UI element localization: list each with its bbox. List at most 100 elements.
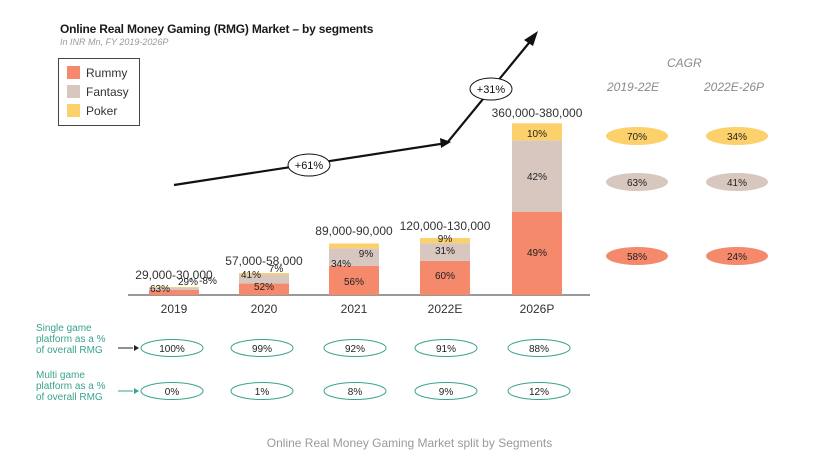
segment-data-label: 63% [150, 284, 170, 295]
platform-value: 8% [348, 387, 363, 398]
bar-2022E-fantasy [420, 243, 470, 261]
segment-data-label: 10% [527, 129, 547, 140]
single-game-label-line: platform as a % [36, 334, 106, 345]
cagr-value: 24% [727, 252, 747, 263]
platform-pill [140, 382, 204, 400]
platform-value: 99% [252, 344, 272, 355]
platform-pill [507, 382, 571, 400]
platform-pill [323, 339, 387, 357]
cagr-value: 41% [727, 178, 747, 189]
bar-2026P-fantasy [512, 140, 562, 212]
segment-data-label: 29% [178, 277, 198, 288]
x-tick-label: 2021 [341, 302, 368, 316]
growth-badge-1 [287, 153, 331, 177]
bar-2019-rummy [149, 289, 199, 295]
multi-game-label-line: platform as a % [36, 381, 106, 392]
cagr-value: 70% [627, 132, 647, 143]
cagr-period-1: 2019-22E [607, 80, 660, 94]
cagr-pill-poker [706, 127, 768, 145]
platform-value: 12% [529, 387, 549, 398]
bar-2026P-rummy [512, 211, 562, 295]
legend-swatch-rummy [67, 66, 80, 79]
cagr-period-2: 2022E-26P [704, 80, 765, 94]
cagr-value: 63% [627, 178, 647, 189]
platform-pill [230, 339, 294, 357]
growth-label-2: +31% [477, 84, 506, 96]
single-game-label-line: of overall RMG [36, 345, 103, 356]
platform-pill [323, 382, 387, 400]
bar-total-label: 29,000-30,000 [135, 268, 213, 282]
single-game-label-line: Single game [36, 323, 92, 334]
legend-item-poker: Poker [67, 103, 118, 118]
segment-data-label: 9% [438, 234, 453, 245]
legend-swatch-fantasy [67, 85, 80, 98]
multi-game-label-line: Multi game [36, 370, 85, 381]
cagr-pill-fantasy [706, 173, 768, 191]
cagr-pill-fantasy [606, 173, 668, 191]
cagr-value: 34% [727, 132, 747, 143]
cagr-pill-poker [606, 127, 668, 145]
arrow-head-icon [524, 31, 538, 46]
row-arrow-head-icon [134, 388, 139, 394]
x-tick-label: 2022E [428, 302, 463, 316]
growth-trend-line [173, 37, 534, 187]
bar-2019-fantasy [149, 287, 199, 290]
bar-total-label: 120,000-130,000 [400, 219, 491, 233]
platform-value: 9% [439, 387, 454, 398]
bar-2021-poker [329, 243, 379, 249]
platform-value: 92% [345, 344, 365, 355]
platform-value: 91% [436, 344, 456, 355]
platform-value: 100% [159, 344, 185, 355]
bar-2026P-poker [512, 123, 562, 141]
legend-label-poker: Poker [86, 103, 118, 118]
bar-2022E-rummy [420, 260, 470, 295]
x-tick-label: 2026P [520, 302, 555, 316]
segment-data-label: 34% [331, 259, 351, 270]
bar-2021-rummy [329, 265, 379, 295]
legend-swatch-poker [67, 104, 80, 117]
cagr-title: CAGR [667, 56, 702, 70]
single-game-label: Single game platform as a % of overall R… [36, 323, 105, 356]
legend-item-rummy: Rummy [67, 65, 128, 80]
multi-game-label: Multi game platform as a % of overall RM… [36, 370, 105, 403]
bar-2019-poker [149, 287, 199, 288]
arrow-head-mid-icon [440, 138, 451, 148]
segment-data-label: 60% [435, 271, 455, 282]
bar-2020-rummy [239, 283, 289, 295]
multi-game-label-line: of overall RMG [36, 392, 103, 403]
chart-subtitle: In INR Mn, FY 2019-2026P [60, 37, 169, 47]
legend-item-fantasy: Fantasy [67, 84, 129, 99]
segment-data-label: 52% [254, 282, 274, 293]
segment-data-label: 42% [527, 172, 547, 183]
bar-total-label: 57,000-58,000 [225, 254, 303, 268]
platform-value: 88% [529, 344, 549, 355]
platform-pill [230, 382, 294, 400]
growth-badge-2 [469, 77, 513, 101]
figure-caption: Online Real Money Gaming Market split by… [266, 436, 553, 450]
platform-value: 0% [165, 387, 180, 398]
platform-pill [414, 382, 478, 400]
bar-2022E-poker [420, 238, 470, 244]
segment-data-label: -8% [199, 276, 217, 287]
bar-total-label: 360,000-380,000 [492, 106, 583, 120]
x-tick-label: 2020 [251, 302, 278, 316]
x-tick-label: 2019 [161, 302, 188, 316]
segment-data-label: 31% [435, 246, 455, 257]
platform-value: 1% [255, 387, 270, 398]
cagr-pill-rummy [606, 247, 668, 265]
legend-label-rummy: Rummy [86, 65, 128, 80]
platform-pill [414, 339, 478, 357]
bar-2021-fantasy [329, 248, 379, 266]
bar-2020-poker [239, 273, 289, 275]
segment-data-label: 7% [269, 264, 284, 275]
bar-2020-fantasy [239, 274, 289, 284]
bar-total-label: 89,000-90,000 [315, 224, 393, 238]
legend-label-fantasy: Fantasy [86, 84, 129, 99]
chart-title: Online Real Money Gaming (RMG) Market – … [60, 22, 374, 36]
cagr-pill-rummy [706, 247, 768, 265]
segment-data-label: 9% [359, 249, 374, 260]
segment-data-label: 49% [527, 248, 547, 259]
row-arrow-head-icon [134, 345, 139, 351]
growth-label-1: +61% [295, 160, 324, 172]
